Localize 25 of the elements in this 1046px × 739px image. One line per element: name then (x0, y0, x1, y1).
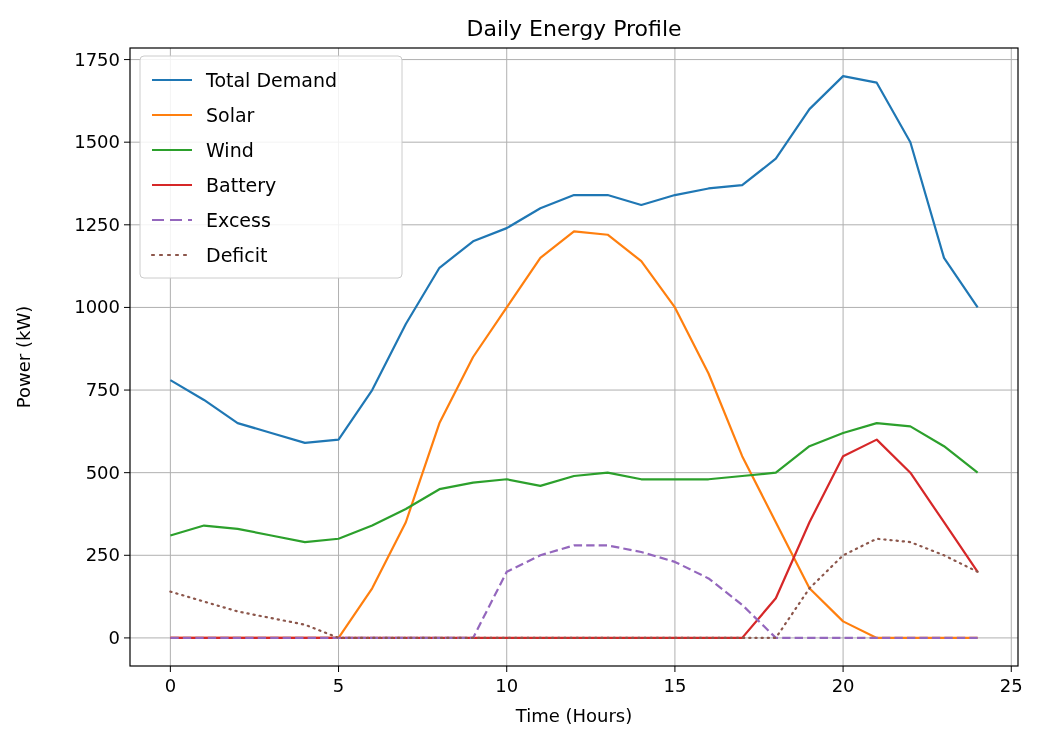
legend-label: Wind (206, 139, 254, 161)
legend-label: Deficit (206, 244, 268, 266)
y-tick-label: 500 (85, 461, 120, 483)
x-tick-label: 15 (663, 675, 687, 696)
chart-title: Daily Energy Profile (466, 16, 682, 41)
x-axis-title: Time (Hours) (514, 705, 633, 726)
legend-label: Battery (206, 174, 277, 196)
line-series (169, 422, 979, 544)
y-tick-label: 1500 (74, 131, 120, 153)
y-tick-label: 1750 (74, 48, 120, 70)
y-axis-title: Power (kW) (13, 305, 34, 409)
y-tick-label: 1000 (74, 296, 120, 318)
x-tick-label: 20 (831, 675, 855, 696)
line-series (169, 74, 979, 445)
y-tick-label: 750 (85, 379, 120, 401)
x-tick-label: 25 (999, 675, 1023, 696)
x-tick-label: 10 (495, 675, 519, 696)
legend-label: Solar (206, 104, 255, 126)
legend-label: Excess (206, 209, 271, 231)
legend-label: Total Demand (205, 69, 337, 91)
y-tick-label: 0 (108, 626, 120, 648)
x-tick-label: 5 (332, 675, 345, 696)
y-tick-label: 250 (85, 544, 120, 566)
y-tick-label: 1250 (74, 213, 120, 235)
x-tick-label: 0 (164, 675, 177, 696)
